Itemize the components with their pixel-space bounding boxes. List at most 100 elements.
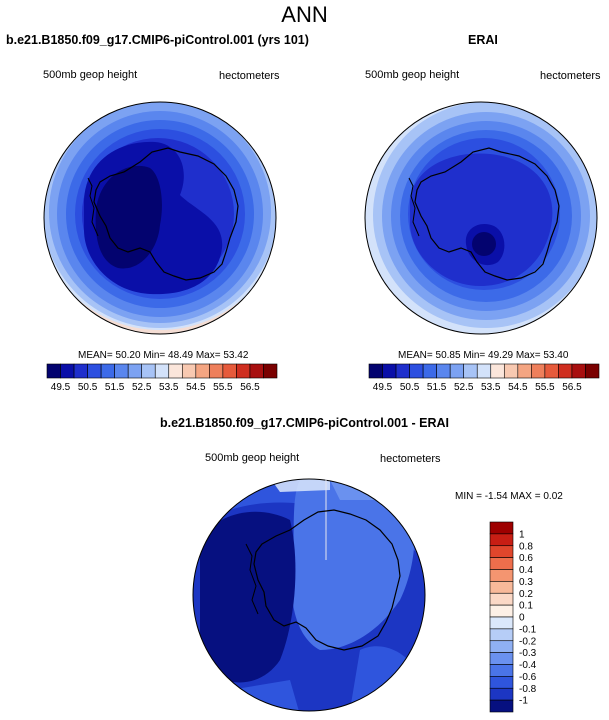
panel-3-stats: MIN = -1.54 MAX = 0.02	[455, 491, 563, 502]
page-title: ANN	[281, 2, 328, 27]
panel-3-coastline	[253, 509, 401, 651]
difference-colorbar-swatch	[489, 545, 514, 558]
panel-2-colorbar-tick-label: 53.5	[481, 382, 501, 393]
difference-colorbar-swatch	[489, 616, 514, 630]
panel-2-colorbar-swatch	[503, 363, 519, 379]
difference-colorbar-swatch	[489, 687, 514, 701]
difference-colorbar-tick-label: 0.3	[519, 577, 533, 588]
panel-1-colorbar-swatch	[46, 363, 61, 379]
panel-1-colorbar-swatch	[168, 363, 183, 379]
difference-colorbar-swatch	[489, 581, 514, 594]
difference-colorbar-tick-label: -0.4	[519, 660, 537, 671]
difference-colorbar-tick-label: 0.1	[519, 601, 533, 612]
panel-1-variable-label: 500mb geop height	[43, 69, 138, 81]
panel-3-units-label: hectometers	[380, 453, 441, 465]
panel-2-colorbar-swatch	[585, 363, 600, 379]
panel-2-peninsula	[408, 177, 420, 237]
panel-1-colorbar-tick-label: 56.5	[240, 382, 260, 393]
panel-1-colorbar-tick-label: 50.5	[78, 382, 98, 393]
difference-colorbar-tick-label: 0.4	[519, 565, 533, 576]
panel-2-stats: MEAN= 50.85 Min= 49.29 Max= 53.40	[398, 350, 569, 361]
panel-2-colorbar-tick-label: 51.5	[427, 382, 447, 393]
difference-colorbar-swatch	[489, 640, 514, 653]
panel-2-colorbar-tick-label: 56.5	[562, 382, 582, 393]
panel-2-colorbar-tick-label: 52.5	[454, 382, 474, 393]
difference-colorbar-swatch	[489, 664, 514, 677]
panel-2-coastline	[414, 147, 560, 281]
panel-3-map	[192, 478, 426, 712]
panel-1-colorbar-swatch	[154, 363, 170, 379]
difference-colorbar-tick-label: -1	[519, 696, 528, 707]
panel-1-units-label: hectometers	[219, 70, 280, 82]
panel-2-colorbar-swatch	[368, 363, 383, 379]
panel-2-colorbar-swatch	[436, 363, 451, 379]
panel-2-colorbar-swatch	[531, 363, 546, 379]
panel-2-colorbar-tick-label: 49.5	[373, 382, 393, 393]
panel-2-colorbar-swatch	[422, 363, 437, 379]
panel-1-colorbar-swatch	[60, 363, 75, 379]
difference-colorbar-tick-label: -0.3	[519, 648, 537, 659]
difference-colorbar-tick-label: 1	[519, 529, 525, 540]
panel-3-peninsula	[245, 543, 259, 615]
panel-2-colorbar-swatch	[558, 363, 573, 379]
difference-colorbar-swatch	[489, 557, 514, 570]
panel-1-colorbar-tick-label: 53.5	[159, 382, 179, 393]
difference-colorbar-swatch	[489, 592, 514, 606]
panel-1-colorbar-swatch	[181, 363, 197, 379]
panel-3-variable-label: 500mb geop height	[205, 452, 300, 464]
panel-2-colorbar-swatch	[409, 363, 424, 379]
panel-2-colorbar-swatch	[476, 363, 492, 379]
panel-1-colorbar-tick-label: 49.5	[51, 382, 71, 393]
panel-1-colorbar-tick-label: 51.5	[105, 382, 125, 393]
difference-colorbar-swatch	[489, 676, 514, 689]
panel-2-colorbar-tick-label: 55.5	[535, 382, 555, 393]
panel-2-colorbar-swatch	[571, 363, 586, 379]
difference-colorbar-swatch	[489, 533, 514, 547]
panel-1-colorbar-swatch	[195, 363, 210, 379]
panel-2-colorbar: 49.5 50.5 51.5 52.5 53.5 54.5 55.5 56.5	[368, 363, 600, 393]
panel-1-colorbar-swatch	[127, 363, 143, 379]
panel-1-map	[43, 101, 277, 335]
difference-colorbar-swatch	[489, 604, 514, 618]
difference-colorbar-tick-label: 0	[519, 613, 525, 624]
panel-2-colorbar-swatch	[395, 363, 410, 379]
panel-1-peninsula	[87, 177, 99, 237]
panel-2-units-label: hectometers	[540, 70, 601, 82]
panel-2-colorbar-tick-label: 54.5	[508, 382, 528, 393]
difference-colorbar-tick-label: -0.2	[519, 636, 537, 647]
panel-1-colorbar-swatch	[100, 363, 115, 379]
panel-1-title: b.e21.B1850.f09_g17.CMIP6-piControl.001 …	[6, 33, 309, 47]
panel-2-colorbar-swatch	[382, 363, 397, 379]
difference-colorbar-tick-label: -0.6	[519, 672, 537, 683]
difference-colorbar-swatch	[489, 521, 514, 535]
panel-2-colorbar-swatch	[517, 363, 532, 379]
panel-2-colorbar-swatch	[449, 363, 465, 379]
difference-colorbar-swatch	[489, 699, 514, 713]
panel-1-colorbar-swatch	[141, 363, 156, 379]
panel-1-colorbar: 49.5 50.5 51.5 52.5 53.5 54.5 55.5 56.5	[46, 363, 278, 393]
panel-2-colorbar-swatch	[463, 363, 478, 379]
panel-3-title: b.e21.B1850.f09_g17.CMIP6-piControl.001 …	[160, 416, 449, 430]
difference-colorbar: 10.80.60.40.30.20.10-0.1-0.2-0.3-0.4-0.6…	[489, 521, 537, 713]
panel-1-coastline	[93, 147, 239, 281]
panel-2-colorbar-swatch	[490, 363, 505, 379]
difference-colorbar-tick-label: 0.8	[519, 541, 533, 552]
panel-1-colorbar-swatch	[114, 363, 129, 379]
difference-colorbar-tick-label: 0.6	[519, 553, 533, 564]
difference-colorbar-tick-label: -0.1	[519, 624, 537, 635]
panel-1-colorbar-tick-label: 54.5	[186, 382, 206, 393]
difference-colorbar-swatch	[489, 628, 514, 642]
panel-2-colorbar-swatch	[544, 363, 559, 379]
panel-1-stats: MEAN= 50.20 Min= 48.49 Max= 53.42	[78, 350, 249, 361]
panel-1-colorbar-tick-label: 52.5	[132, 382, 152, 393]
panel-2-variable-label: 500mb geop height	[365, 69, 460, 81]
difference-colorbar-tick-label: 0.2	[519, 589, 533, 600]
panel-1-colorbar-swatch	[87, 363, 102, 379]
panel-1-colorbar-swatch	[263, 363, 278, 379]
difference-colorbar-swatch	[489, 569, 514, 582]
panel-1-colorbar-swatch	[222, 363, 237, 379]
panel-2-title: ERAI	[468, 33, 498, 47]
panel-1-colorbar-swatch	[249, 363, 264, 379]
panel-1-colorbar-swatch	[236, 363, 251, 379]
